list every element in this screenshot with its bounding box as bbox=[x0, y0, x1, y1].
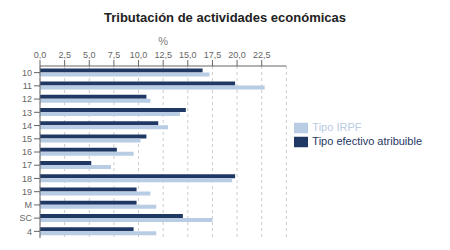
svg-text:7,5: 7,5 bbox=[108, 50, 121, 60]
svg-text:16: 16 bbox=[22, 147, 32, 157]
svg-text:11: 11 bbox=[23, 81, 32, 91]
svg-text:10,0: 10,0 bbox=[130, 50, 148, 60]
html-text:Tributación de actividades eco: Tributación de actividades económicas bbox=[104, 10, 346, 25]
svg-text:15: 15 bbox=[22, 134, 32, 144]
svg-text:12,5: 12,5 bbox=[154, 50, 172, 60]
svg-text:0,0: 0,0 bbox=[34, 50, 47, 60]
svg-text:M: M bbox=[25, 200, 33, 210]
svg-text:20,0: 20,0 bbox=[228, 50, 246, 60]
html-text:Tipo efectivo atribuible: Tipo efectivo atribuible bbox=[312, 135, 422, 147]
svg-text:5,0: 5,0 bbox=[83, 50, 96, 60]
svg-text:17: 17 bbox=[22, 160, 32, 170]
svg-text:14: 14 bbox=[22, 121, 32, 131]
svg-text:13: 13 bbox=[22, 108, 32, 118]
svg-text:2,5: 2,5 bbox=[58, 50, 71, 60]
svg-text:12: 12 bbox=[22, 94, 32, 104]
svg-text:10: 10 bbox=[22, 68, 32, 78]
svg-text:15,0: 15,0 bbox=[179, 50, 197, 60]
svg-text:19: 19 bbox=[22, 187, 32, 197]
svg-text:17,5: 17,5 bbox=[204, 50, 222, 60]
svg-text:22,5: 22,5 bbox=[253, 50, 271, 60]
svg-text:%: % bbox=[158, 35, 168, 47]
svg-text:18: 18 bbox=[22, 174, 32, 184]
svg-text:SC: SC bbox=[19, 213, 32, 223]
html-text:Tipo IRPF: Tipo IRPF bbox=[312, 120, 362, 133]
svg-text:4: 4 bbox=[27, 227, 32, 237]
